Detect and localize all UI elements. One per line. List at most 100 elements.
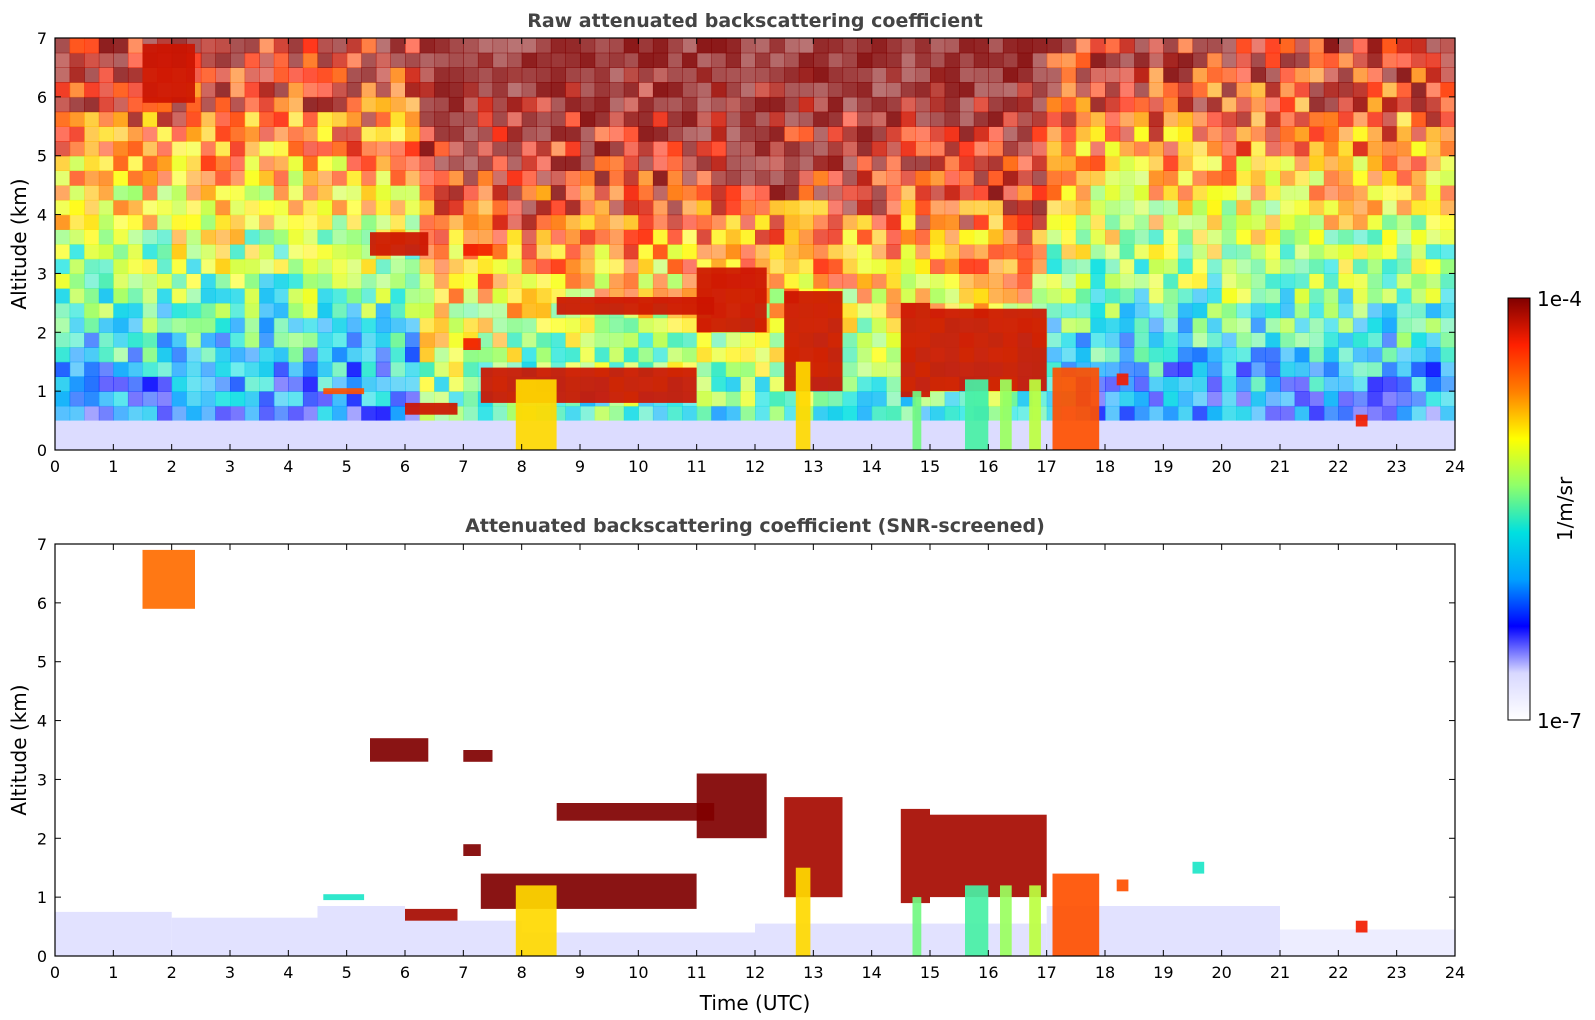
noise-cell [550,214,566,230]
noise-cell [725,155,741,171]
noise-cell [69,38,85,54]
noise-cell [390,199,406,216]
noise-cell [1382,82,1398,98]
noise-cell [230,347,246,363]
y-tick-label: 4 [37,206,47,225]
noise-cell [609,273,625,289]
cloud-patch [696,773,767,839]
noise-cell [930,96,946,113]
noise-cell [346,258,362,274]
noise-cell [434,244,450,260]
noise-cell [1250,376,1266,392]
noise-cell [1352,199,1369,216]
noise-cell [1367,317,1383,333]
noise-cell [1177,273,1194,289]
noise-cell [536,67,552,83]
noise-cell [434,332,450,348]
noise-cell [1002,126,1019,142]
noise-cell [1425,229,1441,245]
noise-cell [1148,317,1164,333]
noise-cell [857,405,873,422]
noise-cell [302,67,319,83]
noise-cell [463,141,479,157]
noise-cell [55,288,71,304]
noise-cell [507,302,523,319]
noise-cell [142,405,158,422]
noise-cell [375,302,391,319]
noise-cell [1440,126,1456,142]
noise-cell [69,155,85,171]
noise-cell [1075,170,1091,186]
noise-cell [1207,258,1223,274]
noise-cell [157,405,173,422]
noise-cell [871,347,887,363]
noise-cell [1396,170,1412,186]
precipitation-patch [515,885,557,956]
noise-cell [346,96,362,113]
noise-cell [1309,199,1325,216]
noise-cell [375,405,391,422]
noise-cell [332,126,348,142]
noise-cell [1280,82,1296,98]
noise-cell [1440,361,1456,377]
noise-cell [842,376,858,392]
noise-cell [1338,96,1354,113]
noise-cell [273,199,289,216]
noise-cell [1352,244,1369,260]
noise-cell [944,155,960,171]
noise-cell [302,258,319,274]
noise-cell [886,376,902,392]
noise-cell [390,317,406,333]
noise-cell [930,229,946,245]
noise-cell [550,111,566,127]
noise-cell [492,405,508,422]
noise-cell [507,244,523,260]
noise-cell [186,126,202,142]
noise-cell [725,199,741,216]
noise-cell [1119,229,1135,245]
noise-cell [332,302,348,319]
noise-cell [200,332,216,348]
noise-cell [1396,258,1412,274]
noise-cell [1323,391,1339,407]
noise-cell [419,126,435,142]
noise-cell [580,82,596,98]
noise-cell [827,82,844,98]
noise-cell [1148,258,1164,274]
noise-cell [842,258,858,274]
noise-cell [638,317,654,333]
noise-cell [1367,405,1383,422]
noise-cell [244,141,260,157]
noise-cell [1075,155,1091,171]
noise-cell [1207,96,1223,113]
noise-cell [1207,302,1223,319]
noise-cell [419,376,435,392]
noise-cell [1119,361,1135,377]
noise-cell [200,288,216,304]
noise-cell [1075,38,1091,54]
noise-cell [361,288,377,304]
noise-cell [1148,244,1164,260]
noise-cell [1309,332,1325,348]
noise-cell [769,214,785,230]
noise-cell [682,82,698,98]
noise-cell [302,126,319,142]
noise-cell [973,96,989,113]
noise-cell [682,96,698,113]
noise-cell [1207,361,1223,377]
noise-cell [1280,38,1296,54]
noise-cell [186,199,202,216]
noise-cell [1105,111,1121,127]
precipitation-patch [912,391,922,450]
noise-cell [215,244,231,260]
noise-cell [113,391,129,407]
noise-cell [711,347,727,363]
noise-cell [361,317,377,333]
noise-cell [1075,258,1091,274]
y-tick-label: 3 [37,264,47,283]
noise-cell [142,347,158,363]
noise-cell [638,347,654,363]
noise-cell [521,229,537,245]
noise-cell [1148,391,1164,407]
noise-cell [1061,67,1077,83]
